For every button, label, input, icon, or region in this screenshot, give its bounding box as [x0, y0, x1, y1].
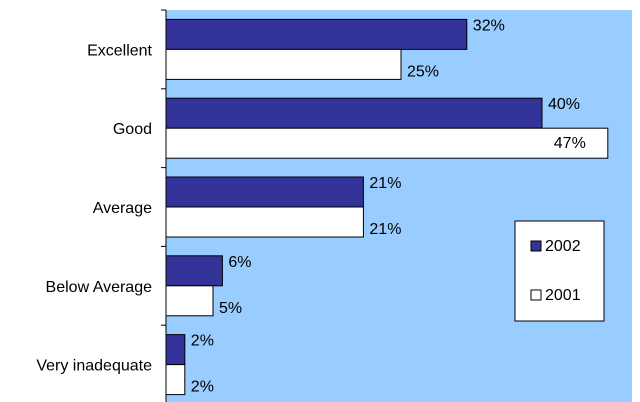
data-label-2002-very-inadequate: 2%	[191, 333, 214, 350]
bar-2002-very-inadequate	[165, 334, 186, 366]
bar-2001-average	[165, 206, 364, 238]
legend-swatch-2001	[530, 289, 542, 301]
bar-2002-below-average	[165, 255, 223, 287]
legend-label-2002: 2002	[545, 238, 581, 255]
data-label-2002-below-average: 6%	[228, 254, 251, 271]
bar-2002-average	[165, 176, 364, 208]
legend-swatch-2002	[530, 240, 542, 252]
category-label-average: Average	[93, 200, 152, 217]
legend-label-2001: 2001	[545, 287, 581, 304]
bar-2002-excellent	[165, 18, 468, 50]
bar-2001-very-inadequate	[165, 364, 186, 396]
category-label-excellent: Excellent	[87, 42, 152, 59]
category-label-very-inadequate: Very inadequate	[36, 358, 152, 375]
data-label-2001-excellent: 25%	[407, 63, 439, 80]
category-label-good: Good	[113, 121, 152, 138]
data-label-2001-below-average: 5%	[219, 300, 242, 317]
category-label-below-average: Below Average	[46, 279, 153, 296]
data-label-2002-average: 21%	[369, 175, 401, 192]
bar-2001-below-average	[165, 285, 214, 317]
data-label-2001-good: 47%	[554, 135, 586, 152]
bar-2001-good	[165, 127, 609, 159]
data-label-2001-average: 21%	[369, 221, 401, 238]
data-label-2002-good: 40%	[548, 96, 580, 113]
bar-2001-excellent	[165, 48, 402, 80]
data-label-2001-very-inadequate: 2%	[191, 379, 214, 396]
data-label-2002-excellent: 32%	[473, 17, 505, 34]
legend: 2002 2001	[514, 220, 605, 322]
legend-box	[514, 220, 605, 322]
bar-2002-good	[165, 97, 543, 129]
